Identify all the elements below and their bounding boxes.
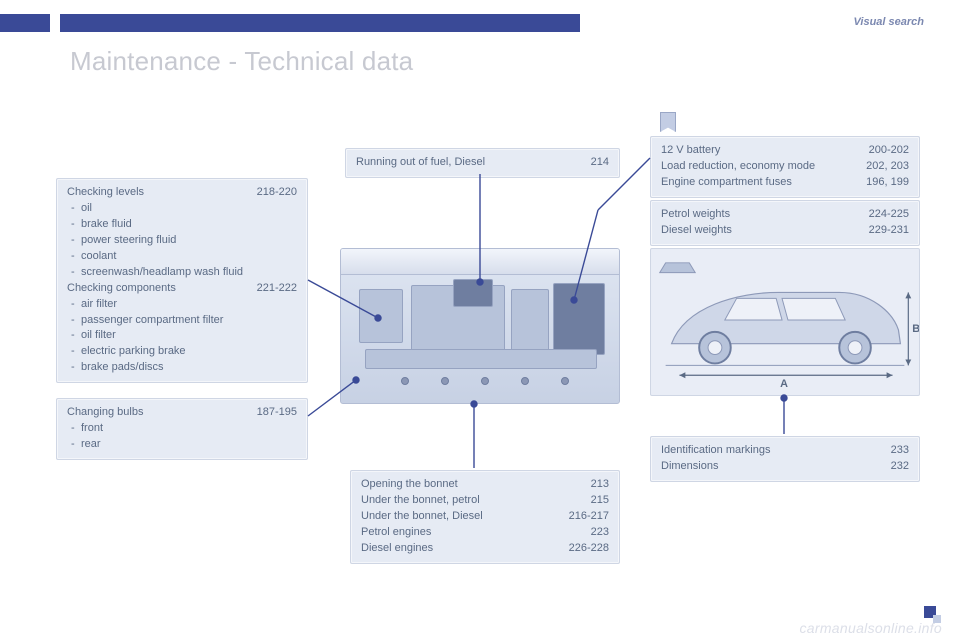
list-item: oil filter — [67, 328, 297, 344]
bonnet-row-label: Diesel engines — [361, 541, 433, 557]
checking-levels-label: Checking levels — [67, 185, 144, 201]
bonnet-row-pages: 213 — [591, 477, 609, 493]
bonnet-row-label: Under the bonnet, petrol — [361, 493, 480, 509]
box-weights: Petrol weights 224-225 Diesel weights 229-… — [650, 200, 920, 246]
bonnet-row-pages: 215 — [591, 493, 609, 509]
list-item: air filter — [67, 297, 297, 313]
battery-row-pages: 202, 203 — [866, 159, 909, 175]
battery-row-label: 12 V battery — [661, 143, 720, 159]
box-battery: 12 V battery 200-202 Load reduction, econ… — [650, 136, 920, 198]
fuel-label: Running out of fuel, Diesel — [356, 155, 485, 171]
weights-row-label: Petrol weights — [661, 207, 730, 223]
list-item: brake fluid — [67, 217, 297, 233]
bonnet-row-pages: 216-217 — [569, 509, 609, 525]
list-item: power steering fluid — [67, 233, 297, 249]
checking-components-list: air filter passenger compartment filter … — [67, 297, 297, 377]
ident-row-pages: 232 — [891, 459, 909, 475]
list-item: rear — [67, 437, 297, 453]
bonnet-row-label: Petrol engines — [361, 525, 431, 541]
bulbs-pages: 187-195 — [257, 405, 297, 421]
box-bonnet: Opening the bonnet 213 Under the bonnet, … — [350, 470, 620, 564]
list-item: coolant — [67, 249, 297, 265]
bulbs-label: Changing bulbs — [67, 405, 143, 421]
weights-row-pages: 229-231 — [869, 223, 909, 239]
corner-marker-icon — [924, 606, 936, 618]
checking-levels-pages: 218-220 — [257, 185, 297, 201]
checking-levels-list: oil brake fluid power steering fluid coo… — [67, 201, 297, 281]
brand-bar-mid — [60, 14, 580, 32]
weights-row-pages: 224-225 — [869, 207, 909, 223]
list-item: screenwash/headlamp wash fluid — [67, 265, 297, 281]
checking-components-pages: 221-222 — [257, 281, 297, 297]
list-item: passenger compartment filter — [67, 313, 297, 329]
bulbs-list: front rear — [67, 421, 297, 453]
list-item: brake pads/discs — [67, 360, 297, 376]
dim-a-label: A — [780, 378, 788, 390]
dim-b-label: B — [912, 323, 919, 335]
box-ident: Identification markings 233 Dimensions 232 — [650, 436, 920, 482]
watermark: carmanualsonline.info — [800, 620, 943, 636]
weights-row-label: Diesel weights — [661, 223, 732, 239]
bonnet-row-label: Opening the bonnet — [361, 477, 458, 493]
battery-row-label: Load reduction, economy mode — [661, 159, 815, 175]
fuel-pages: 214 — [591, 155, 609, 171]
box-checking: Checking levels 218-220 oil brake fluid … — [56, 178, 308, 383]
section-label: Visual search — [853, 16, 924, 28]
checking-components-label: Checking components — [67, 281, 176, 297]
ident-row-label: Identification markings — [661, 443, 770, 459]
page-title: Maintenance - Technical data — [70, 46, 413, 77]
battery-row-label: Engine compartment fuses — [661, 175, 792, 191]
brand-bar-left — [0, 14, 50, 32]
bonnet-row-pages: 226-228 — [569, 541, 609, 557]
bonnet-row-label: Under the bonnet, Diesel — [361, 509, 483, 525]
car-side-figure: A B — [650, 248, 920, 396]
list-item: front — [67, 421, 297, 437]
ident-row-pages: 233 — [891, 443, 909, 459]
box-fuel: Running out of fuel, Diesel 214 — [345, 148, 620, 178]
battery-row-pages: 200-202 — [869, 143, 909, 159]
bonnet-row-pages: 223 — [591, 525, 609, 541]
list-item: electric parking brake — [67, 344, 297, 360]
list-item: oil — [67, 201, 297, 217]
battery-row-pages: 196, 199 — [866, 175, 909, 191]
engine-bay-figure — [340, 248, 620, 404]
ident-row-label: Dimensions — [661, 459, 718, 475]
bookmark-icon — [660, 112, 676, 132]
box-bulbs: Changing bulbs 187-195 front rear — [56, 398, 308, 460]
